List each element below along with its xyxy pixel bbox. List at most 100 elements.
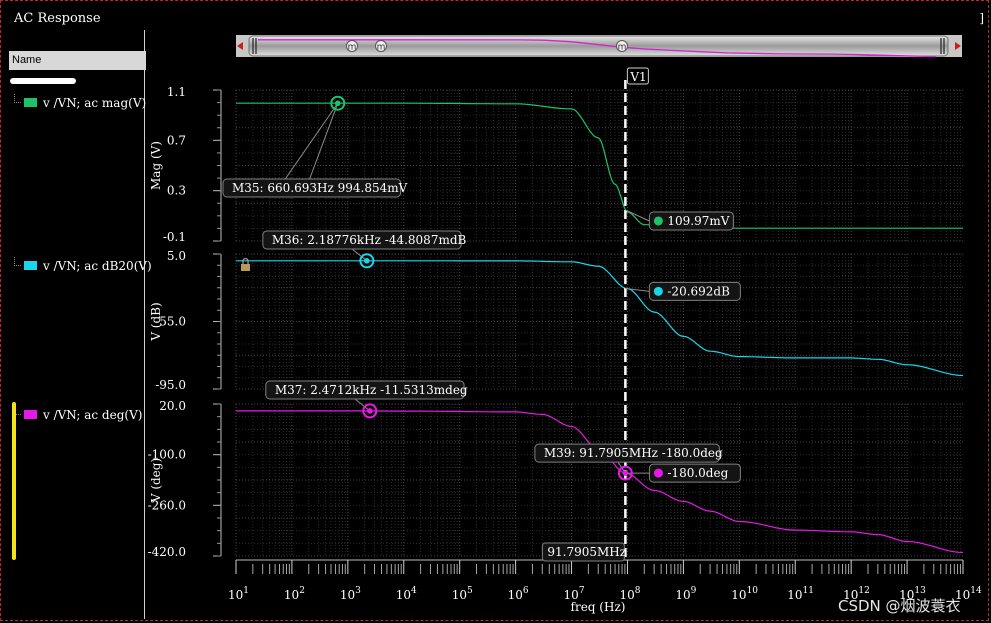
cursor-readout-text: 109.97mV [667,214,729,228]
overview-marker[interactable] [346,40,358,52]
cursor-readout-box[interactable] [648,463,741,483]
marker-point[interactable] [330,95,346,111]
overview-marker-glyph: m [618,43,627,53]
series-line-2 [236,410,964,554]
marker-point[interactable] [617,465,633,481]
x-tick-label: 1011 [787,586,814,602]
readout-leader [625,209,650,222]
marker-point-dot [334,100,341,107]
marker-label-box[interactable] [262,230,462,250]
marker-label-box[interactable] [222,178,402,198]
x-tick-exponent: 9 [691,586,697,596]
cursor-readout-dot [653,286,663,296]
y-tick-label: -0.1 [163,230,186,244]
marker-label-text: M37: 2.4712kHz -11.5313mdeg [275,383,468,397]
marker-leader [354,398,371,412]
y-axis-label: V (deg) [149,458,163,503]
marker-leader [351,248,368,262]
y-tick-label: -95.0 [155,378,186,392]
cursor-readout-text: -20.692dB [667,284,730,298]
marker-point-dot [622,470,629,476]
legend-label-db: v /VN; ac dB20(V) [43,259,152,273]
x-tick-exponent: 8 [635,586,641,596]
y-tick-label: -100.0 [148,448,186,462]
cursor-readout-dot [653,468,663,478]
marker-label-text: M35: 660.693Hz 994.854mV [232,181,408,195]
lock-shackle [242,257,249,264]
series-line-1 [236,260,964,377]
overview-marker[interactable] [616,40,628,52]
marker-point[interactable] [359,253,375,269]
x-tick-exponent: 10 [747,586,759,596]
title-bar: AC Response ] [6,8,986,30]
y-tick-label: 0.7 [167,133,186,147]
selection-bar[interactable] [12,402,16,560]
tree-line-icon [14,257,21,266]
legend-label-mag: v /VN; ac mag(V) [43,96,147,110]
lock-body [241,264,250,271]
title-bracket-icon[interactable]: ] [979,11,984,25]
marker-point-dot [364,258,370,264]
cursor-x-readout-box [541,542,625,562]
y-tick-label: 1.1 [167,85,186,99]
y-tick-label: 5.0 [167,249,186,263]
x-tick-exponent: 7 [579,586,585,596]
cursor-readout-box[interactable] [648,211,734,231]
x-tick-exponent: 2 [299,586,305,596]
overview-thumb[interactable] [248,35,949,57]
x-tick-label: 104 [396,586,417,602]
x-tick-exponent: 13 [914,586,926,596]
overview-marker-glyph: m [348,43,357,53]
x-tick-exponent: 14 [970,586,982,596]
x-tick-exponent: 6 [523,586,529,596]
legend-label-deg: v /VN; ac deg(V) [43,408,143,422]
marker-point[interactable] [362,403,378,419]
cursor-readout-dot [653,216,663,226]
x-tick-exponent: 5 [467,586,473,596]
cursor-readout-box[interactable] [648,281,741,301]
x-tick-exponent: 12 [858,586,869,596]
y-axis-label: V (dB) [149,302,163,341]
y-tick-label: -55.0 [155,315,186,329]
marker-label-box[interactable] [534,443,720,463]
name-column-header[interactable]: Name [9,51,146,70]
y-axis-label: Mag (V) [149,141,163,190]
x-tick-exponent: 11 [803,586,814,596]
x-tick-exponent: 1 [243,586,249,596]
legend-swatch-mag [24,98,37,107]
x-tick-label: 101 [228,586,249,602]
overview-marker-glyph: m [377,43,386,53]
overview-left-arrow-icon[interactable] [237,42,243,50]
window-title: AC Response [14,11,101,26]
marker-label-text: M39: 91.7905MHz -180.0deg [544,446,723,460]
lock-icon[interactable] [241,257,250,272]
x-tick-label: 105 [452,586,473,602]
legend-item-mag[interactable]: v /VN; ac mag(V) [14,94,146,110]
legend-swatch-db [24,261,37,270]
x-axis-label: freq (Hz) [571,600,626,614]
legend-item-db[interactable]: v /VN; ac dB20(V) [14,257,152,273]
cursor-tag-box[interactable] [626,67,649,85]
watermark: CSDN @烟波蓑衣 [838,597,961,615]
x-tick-label: 102 [284,586,305,602]
signal-browser: Name v /VN; ac mag(V) v /VN; ac dB20(V) … [6,30,152,619]
cursor-x-readout: 91.7905MHz [547,545,626,559]
overview-marker[interactable] [375,40,387,52]
cursor-readout-text: -180.0deg [667,466,728,480]
scroll-indicator[interactable] [10,78,76,84]
marker-label-box[interactable] [265,380,465,400]
x-tick-label: 109 [675,586,696,602]
x-tick-label: 103 [340,586,361,602]
x-tick-label: 106 [508,586,529,602]
x-tick-label: 1010 [731,586,758,602]
y-tick-label: -420.0 [148,545,186,559]
legend-swatch-deg [24,410,37,419]
overview-right-arrow-icon[interactable] [955,42,961,50]
x-tick-exponent: 4 [411,586,417,596]
overview-trace [258,39,937,58]
x-tick-exponent: 3 [355,586,361,596]
tree-line-icon [14,94,21,103]
readout-leader [625,287,650,292]
